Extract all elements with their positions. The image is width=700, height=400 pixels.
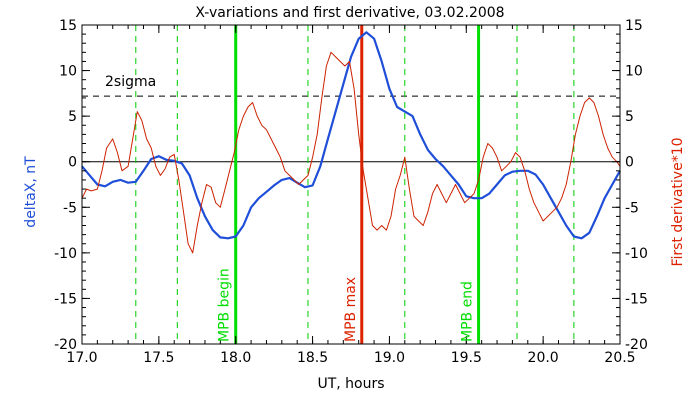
y-tick-label-right: 15 [625,18,643,34]
deltax-series-line [81,31,621,240]
y-axis-label-right: First derivative*10 [670,137,686,266]
labels: X-variations and first derivative, 03.02… [23,5,686,392]
y-tick-label-right: 5 [625,109,634,125]
x-tick-label: 17.5 [143,350,174,366]
plot-frame [81,24,621,345]
y-tick-label-right: -20 [625,337,648,353]
y-tick-label-left: -5 [63,200,77,216]
y-tick-label-left: -10 [54,246,77,262]
y-tick-label-right: -5 [625,200,639,216]
y-tick-label-left: -20 [54,337,77,353]
y-tick-label-left: 10 [59,64,77,80]
x-axis-label: UT, hours [317,376,384,392]
mpb-marker-label: MPB begin [217,268,233,342]
x-tick-label: 17.0 [66,350,97,366]
derivative-series-line [81,51,621,254]
y-tick-label-left: 5 [68,109,77,125]
axes [81,24,621,345]
x-tick-label: 18.0 [220,350,251,366]
y-tick-label-right: 10 [625,64,643,80]
x-tick-label: 20.0 [528,350,559,366]
y-tick-label-right: -10 [625,246,648,262]
x-tick-label: 20.5 [604,350,635,366]
y-tick-label-left: -15 [54,291,77,307]
y-axis-label-left: deltaX, nT [23,156,39,228]
mpb-marker-label: MPB end [460,281,476,342]
x-tick-label: 18.5 [297,350,328,366]
chart-title: X-variations and first derivative, 03.02… [195,5,504,21]
mpb-marker-label: MPB max [343,277,359,342]
x-tick-label: 19.5 [451,350,482,366]
reference-lines [82,95,620,163]
y-tick-label-right: 0 [625,155,634,171]
y-tick-label-left: 0 [68,155,77,171]
sigma-label: 2sigma [105,74,156,90]
y-tick-label-left: 15 [59,18,77,34]
y-tick-label-right: -15 [625,291,648,307]
vertical-markers [135,25,575,344]
series-lines [81,31,621,254]
x-tick-label: 19.0 [374,350,405,366]
